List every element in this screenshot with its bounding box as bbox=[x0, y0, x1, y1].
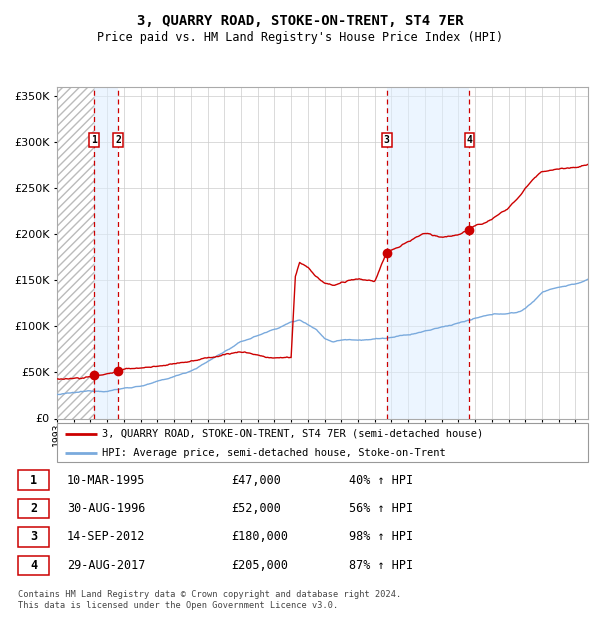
Text: 10-MAR-1995: 10-MAR-1995 bbox=[67, 474, 145, 487]
Text: Contains HM Land Registry data © Crown copyright and database right 2024.
This d: Contains HM Land Registry data © Crown c… bbox=[18, 590, 401, 609]
FancyBboxPatch shape bbox=[57, 423, 588, 462]
FancyBboxPatch shape bbox=[18, 471, 49, 490]
FancyBboxPatch shape bbox=[18, 499, 49, 518]
Text: 2: 2 bbox=[115, 135, 121, 145]
Text: 4: 4 bbox=[466, 135, 472, 145]
Text: 3: 3 bbox=[30, 531, 37, 544]
Text: 87% ↑ HPI: 87% ↑ HPI bbox=[349, 559, 413, 572]
Text: 56% ↑ HPI: 56% ↑ HPI bbox=[349, 502, 413, 515]
Text: £52,000: £52,000 bbox=[231, 502, 281, 515]
Text: 3, QUARRY ROAD, STOKE-ON-TRENT, ST4 7ER (semi-detached house): 3, QUARRY ROAD, STOKE-ON-TRENT, ST4 7ER … bbox=[102, 429, 484, 439]
FancyBboxPatch shape bbox=[18, 556, 49, 575]
Text: 3, QUARRY ROAD, STOKE-ON-TRENT, ST4 7ER: 3, QUARRY ROAD, STOKE-ON-TRENT, ST4 7ER bbox=[137, 14, 463, 28]
Text: 29-AUG-2017: 29-AUG-2017 bbox=[67, 559, 145, 572]
Text: 98% ↑ HPI: 98% ↑ HPI bbox=[349, 531, 413, 544]
Bar bbox=[386, 87, 469, 419]
Text: 4: 4 bbox=[30, 559, 37, 572]
Bar bbox=[94, 87, 118, 419]
Text: 2: 2 bbox=[30, 502, 37, 515]
Bar bbox=[57, 87, 94, 419]
Text: £180,000: £180,000 bbox=[231, 531, 288, 544]
Text: 1: 1 bbox=[91, 135, 97, 145]
FancyBboxPatch shape bbox=[18, 527, 49, 547]
Text: 14-SEP-2012: 14-SEP-2012 bbox=[67, 531, 145, 544]
Text: Price paid vs. HM Land Registry's House Price Index (HPI): Price paid vs. HM Land Registry's House … bbox=[97, 31, 503, 44]
Text: £47,000: £47,000 bbox=[231, 474, 281, 487]
Text: 3: 3 bbox=[384, 135, 389, 145]
Text: 1: 1 bbox=[30, 474, 37, 487]
Text: HPI: Average price, semi-detached house, Stoke-on-Trent: HPI: Average price, semi-detached house,… bbox=[102, 448, 446, 458]
Text: 30-AUG-1996: 30-AUG-1996 bbox=[67, 502, 145, 515]
Text: 40% ↑ HPI: 40% ↑ HPI bbox=[349, 474, 413, 487]
Text: £205,000: £205,000 bbox=[231, 559, 288, 572]
